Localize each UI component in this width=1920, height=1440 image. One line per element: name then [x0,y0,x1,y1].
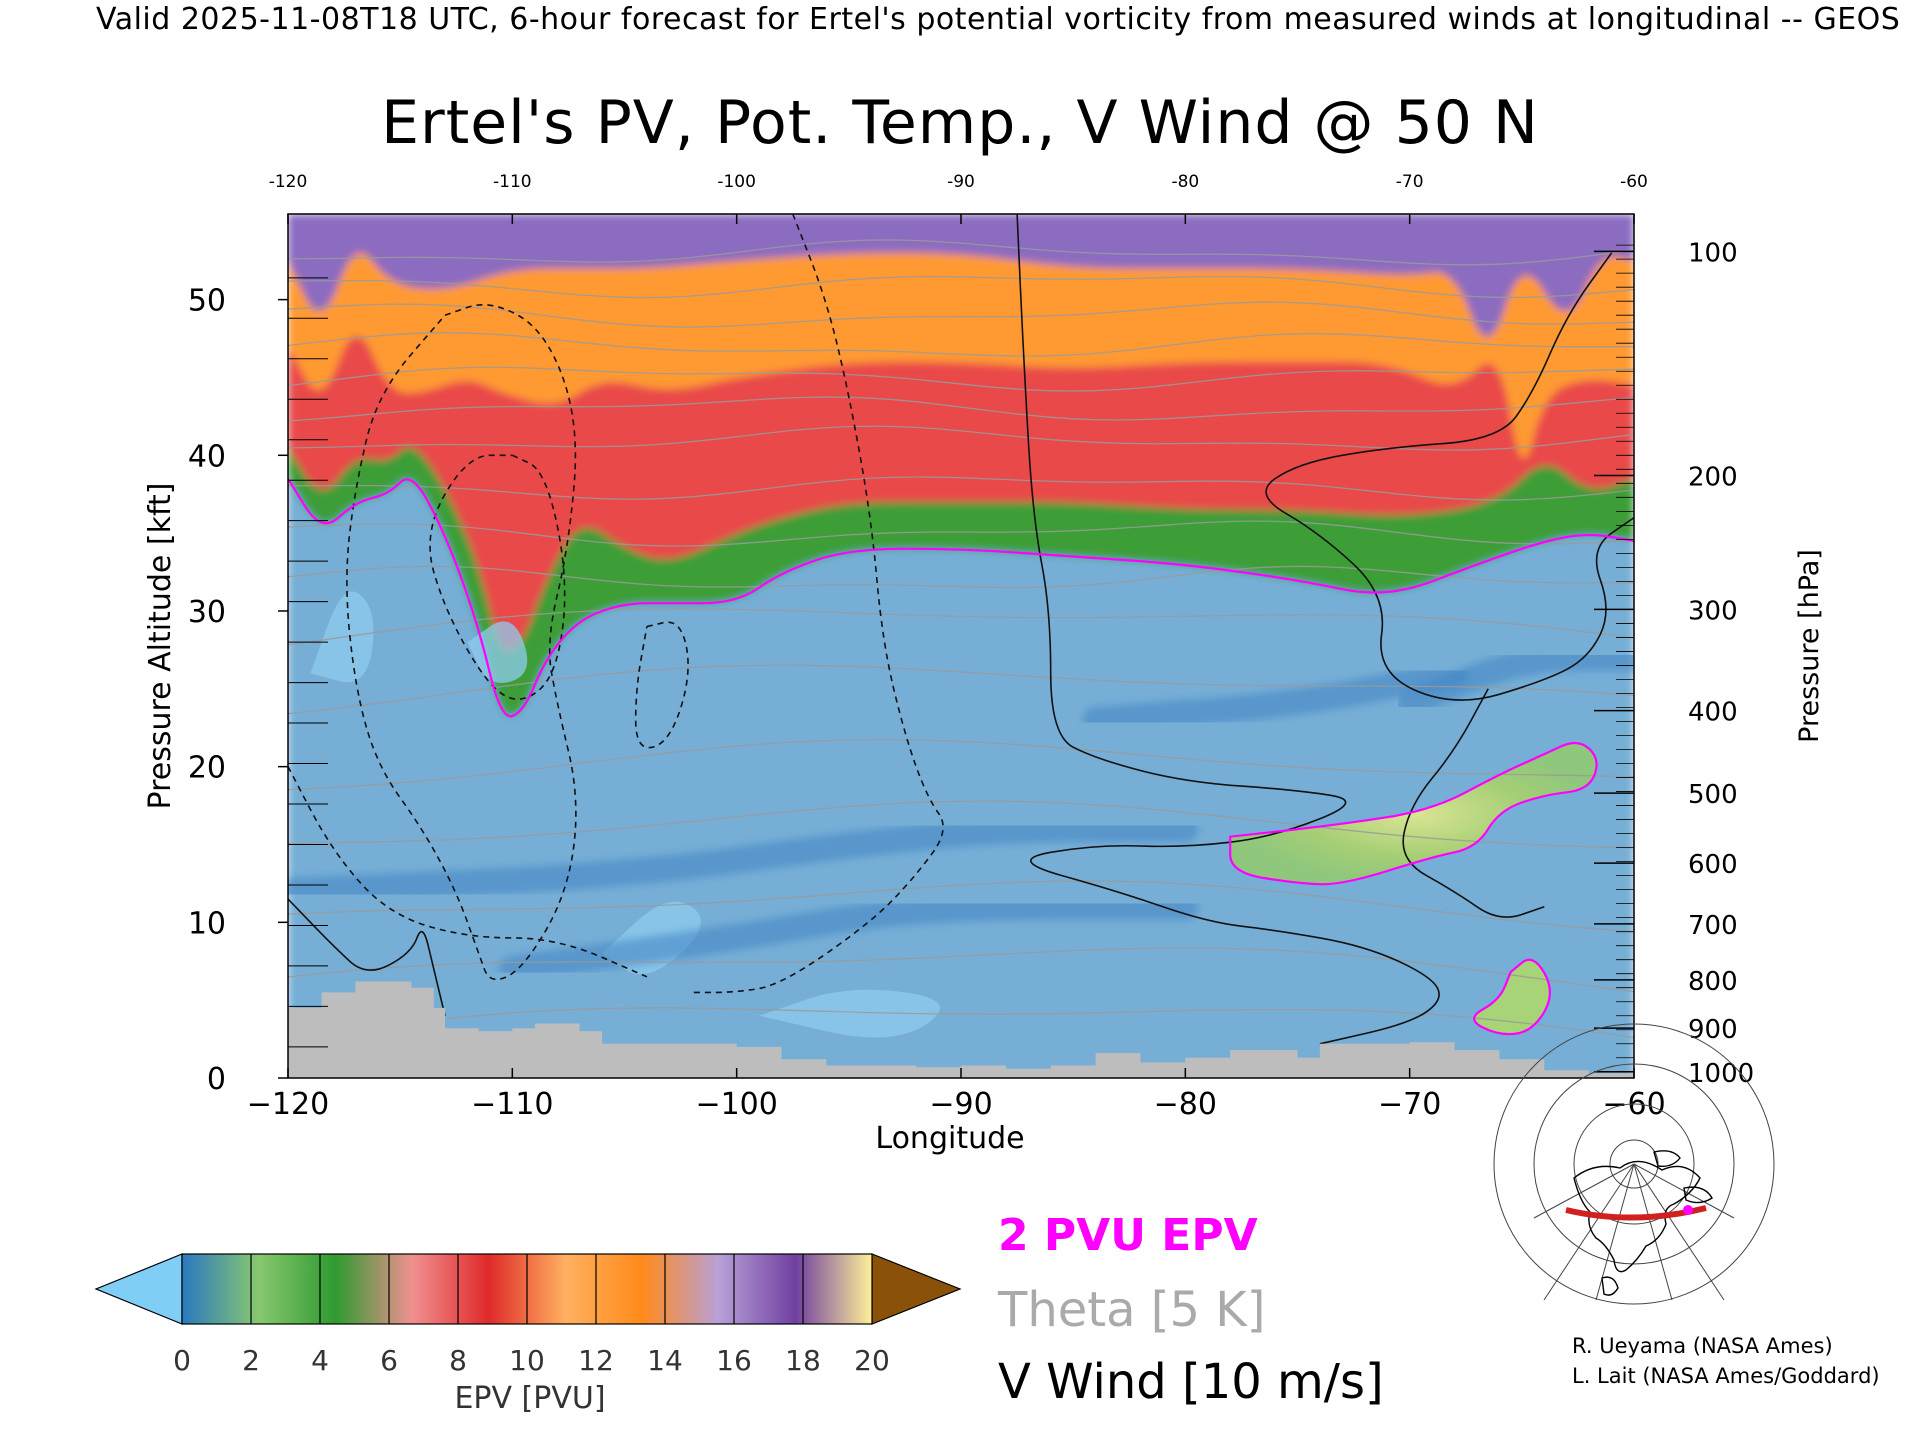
pv-2pvu-contour [1473,958,1551,1036]
y-tick-label: 10 [188,906,226,941]
pv-2pvu-contours [288,478,1634,1036]
x-tick-label-top: -90 [947,172,975,192]
x-tick-label-top: -80 [1171,172,1199,192]
v-wind-contour [1265,252,1634,701]
chart-title: Ertel's PV, Pot. Temp., V Wind @ 50 N [381,88,1539,158]
y-tick-label: 40 [188,439,226,474]
v-wind-contours [288,214,1634,1045]
colorbar-label: EPV [PVU] [454,1381,605,1416]
x-tick-label: −80 [1154,1087,1217,1122]
x-tick-label: −100 [695,1087,777,1122]
pressure-tick-label: 900 [1688,1015,1738,1045]
colorbar-tick-label: 4 [311,1344,329,1377]
light-patch [759,989,940,1038]
pv-2pvu-contour [1229,741,1598,886]
polar-map-icon [1493,1023,1775,1305]
pv-anomaly-2 [1474,959,1550,1035]
theta-line [288,880,1634,933]
theta-line [288,947,1634,993]
credit-line-1: R. Ueyama (NASA Ames) [1572,1334,1833,1358]
legend-theta: Theta [5 K] [998,1282,1266,1338]
theta-line [288,275,1634,299]
colorbar-tick-label: 12 [578,1344,614,1377]
terrain-fill [288,981,1634,1078]
theta-line [288,1007,1634,1041]
theta-line [288,608,1634,646]
legend-vwind: V Wind [10 m/s] [998,1354,1384,1410]
pv-anomaly-1 [1230,743,1597,885]
pressure-tick-label: 700 [1688,911,1738,941]
colorbar-tick-label: 0 [173,1344,191,1377]
dark-band [288,815,1199,905]
x-tick-label-top: -70 [1396,172,1424,192]
colorbar-tick-label: 18 [785,1344,821,1377]
legend-epv: 2 PVU EPV [998,1210,1258,1261]
theta-line [288,476,1634,501]
pv-layer-troposphere [288,478,1634,1078]
y-tick-label: 30 [188,595,226,630]
theta-line [288,396,1634,422]
colorbar: 0 2 4 6 8 10 12 14 16 18 20 [94,1253,962,1377]
pressure-tick-label: 200 [1688,463,1738,493]
x-tick-label: −90 [929,1087,992,1122]
x-tick-label-top: -110 [493,172,532,192]
pressure-tick-label: 1000 [1688,1059,1754,1089]
axes: −120 -120 −110 -110 −100 -100 −90 -90 −80 -80 −70 -… [188,172,1754,1122]
x-tick-label: −120 [247,1087,329,1122]
v-wind-contour [1016,214,1440,1045]
colorbar-tick-label: 20 [854,1344,890,1377]
colorbar-tick-label: 8 [449,1344,467,1377]
x-axis-label: Longitude [875,1121,1024,1156]
theta-line [288,738,1634,791]
legend-epv-text: 2 PVU EPV [998,1210,1258,1261]
pressure-tick-label: 300 [1688,596,1738,626]
theta-line [288,332,1634,357]
header-caption: Valid 2025-11-08T18 UTC, 6-hour forecast… [96,2,1901,37]
credit-line-2: L. Lait (NASA Ames/Goddard) [1572,1364,1880,1388]
v-wind-negative-contour [346,304,577,981]
pv-2pvu-tropopause [288,478,1634,718]
y-tick-label: 20 [188,751,226,786]
y-tick-label: 50 [188,284,226,319]
plot-area [288,214,1634,1078]
pressure-tick-label: 600 [1688,850,1738,880]
dark-band [1396,644,1634,718]
v-wind-negative-contour [288,766,648,978]
colorbar-tick-label: 16 [716,1344,752,1377]
v-wind-negative-contour [691,214,944,994]
theta-line [288,565,1634,589]
v-wind-negative-contour [429,454,566,700]
theta-contours [288,239,1634,1041]
dark-band [1082,660,1468,733]
x-tick-label: −110 [471,1087,553,1122]
light-patch [467,621,528,683]
theta-line [288,664,1634,715]
colorbar-tick-label: 10 [509,1344,545,1377]
x-tick-label: −70 [1378,1087,1441,1122]
pressure-tick-label: 400 [1688,698,1738,728]
colorbar-right-arrow [871,1253,962,1325]
theta-line [288,520,1634,547]
colorbar-tick-label: 2 [242,1344,260,1377]
x-tick-label-top: -120 [269,172,308,192]
x-tick-label-top: -60 [1620,172,1648,192]
v-wind-contour [288,898,446,1016]
theta-line [288,301,1634,328]
colorbar-tick-label: 6 [380,1344,398,1377]
y-axis-label-right: Pressure [hPa] [1794,549,1825,743]
theta-line [288,366,1634,392]
x-tick-label-top: -100 [717,172,756,192]
y-tick-label: 0 [207,1062,226,1097]
colorbar-left-arrow [94,1253,183,1325]
colorbar-tick-label: 14 [647,1344,683,1377]
v-wind-contour [1402,688,1545,918]
theta-line [288,239,1634,266]
terrain [288,981,1634,1078]
pressure-tick-label: 500 [1688,780,1738,810]
y-axis-label-left: Pressure Altitude [kft] [143,483,178,810]
pressure-tick-label: 100 [1688,238,1738,268]
theta-line [288,800,1634,849]
pressure-tick-label: 800 [1688,967,1738,997]
